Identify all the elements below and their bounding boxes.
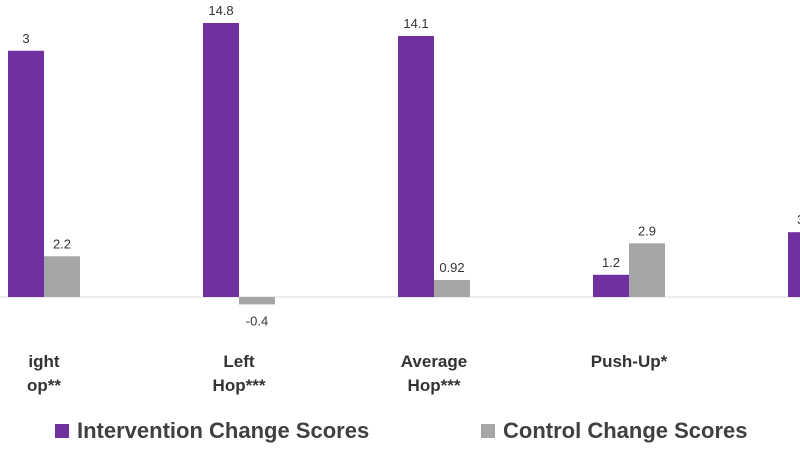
category-label-0-line-1: op** [27, 376, 61, 395]
data-label-intervention-1: 14.8 [208, 3, 233, 18]
bar-intervention-3 [593, 274, 629, 297]
bar-control-0 [44, 256, 80, 297]
category-label-3-line-0: Push-Up* [591, 352, 668, 371]
category-label-0-line-0: ight [28, 352, 59, 371]
category-label-1-line-1: Hop*** [213, 376, 266, 395]
legend-swatch-control [481, 424, 495, 438]
data-label-control-1: -0.4 [246, 313, 268, 328]
data-label-intervention-3: 1.2 [602, 255, 620, 270]
category-label-2-line-0: Average [401, 352, 467, 371]
data-label-intervention-2: 14.1 [403, 16, 428, 31]
data-label-intervention-0: 3 [22, 31, 29, 46]
bar-intervention-0 [8, 50, 44, 298]
data-label-intervention-4: 3.5 [797, 212, 800, 227]
bar-control-2 [434, 279, 470, 297]
category-label-1-line-0: Left [223, 352, 255, 371]
bar-intervention-4 [788, 232, 800, 297]
bar-control-1 [239, 297, 275, 305]
legend-label-intervention: Intervention Change Scores [77, 418, 370, 443]
data-label-control-3: 2.9 [638, 223, 656, 238]
bar-intervention-1 [203, 23, 239, 297]
legend: Intervention Change Scores Control Chang… [0, 418, 800, 450]
legend-swatch-intervention [55, 424, 69, 438]
legend-item-intervention: Intervention Change Scores [55, 418, 369, 444]
data-label-control-0: 2.2 [53, 236, 71, 251]
legend-label-control: Control Change Scores [503, 418, 748, 443]
category-label-2-line-1: Hop*** [408, 376, 461, 395]
bar-intervention-2 [398, 35, 434, 297]
legend-item-control: Control Change Scores [481, 418, 747, 444]
data-label-control-2: 0.92 [439, 260, 464, 275]
bar-control-3 [629, 243, 665, 297]
